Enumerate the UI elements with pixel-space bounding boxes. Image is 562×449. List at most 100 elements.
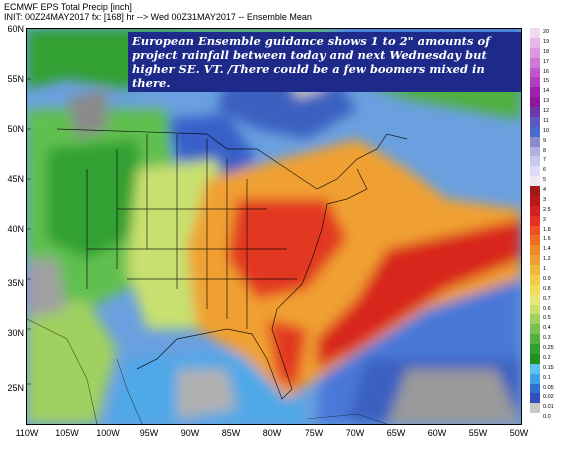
colorbar-label: 0.4 [543, 325, 551, 332]
lat-label: 40N [7, 224, 24, 234]
colorbar-label: 0.25 [543, 345, 554, 351]
lat-label: 55N [7, 74, 24, 84]
lon-label: 50W [509, 428, 529, 438]
precip-map [26, 28, 522, 425]
colorbar-swatch [530, 195, 540, 207]
colorbar-label: 0.6 [543, 305, 551, 312]
colorbar-label: 14 [543, 88, 550, 95]
colorbar-label: 17 [543, 58, 550, 65]
colorbar-swatch [530, 215, 540, 226]
lat-label: 30N [7, 328, 24, 338]
lon-label: 95W [139, 428, 159, 438]
map-title: ECMWF EPS Total Precip [inch] [4, 2, 132, 12]
colorbar-swatch [530, 265, 540, 276]
colorbar-swatch [530, 363, 540, 375]
colorbar-label: 0.7 [543, 295, 551, 302]
colorbar-label: 1.2 [543, 256, 551, 263]
colorbar-label: 0.15 [543, 364, 554, 371]
colorbar-label: 7 [543, 157, 547, 164]
colorbar-swatch [530, 245, 540, 256]
colorbar-swatch [530, 383, 540, 394]
lon-label: 65W [386, 428, 406, 438]
lat-label: 60N [7, 24, 24, 34]
colorbar-swatch [530, 146, 540, 157]
colorbar-swatch [530, 87, 540, 98]
colorbar-swatch [530, 393, 540, 404]
colorbar-swatch [530, 403, 540, 414]
colorbar-label: 2.5 [543, 206, 551, 213]
lon-label: 60W [427, 428, 447, 438]
colorbar-swatch [530, 334, 540, 345]
colorbar-swatch [530, 353, 540, 365]
colorbar-label: 19 [543, 38, 550, 45]
colorbar-label: 20 [543, 29, 550, 35]
colorbar-label: 3 [543, 196, 547, 203]
lon-label: 90W [180, 428, 200, 438]
colorbar-swatch [530, 126, 540, 138]
colorbar-label: 6 [543, 167, 547, 174]
lat-label: 50N [7, 124, 24, 134]
colorbar-label: 18 [543, 48, 550, 55]
colorbar-swatch [530, 97, 540, 108]
colorbar-swatch [530, 166, 540, 177]
colorbar-swatch [530, 225, 540, 236]
colorbar-swatch [530, 274, 540, 286]
colorbar-label: 9 [543, 137, 547, 144]
colorbar-label: 0.8 [543, 285, 551, 292]
colorbar-label: 12 [543, 108, 550, 114]
colorbar-label: 11 [543, 117, 549, 124]
colorbar-swatch [530, 47, 540, 59]
colorbar-swatch [530, 107, 540, 118]
colorbar-label: 0.02 [543, 394, 554, 401]
lon-label: 70W [345, 428, 365, 438]
lon-label: 55W [468, 428, 488, 438]
colorbar-swatch [530, 205, 540, 217]
colorbar-swatch [530, 413, 540, 424]
colorbar-swatch [530, 314, 540, 325]
colorbar-swatch [530, 37, 540, 49]
colorbar-label: 16 [543, 68, 550, 75]
colorbar-swatch [530, 344, 540, 355]
lon-label: 110W [15, 428, 39, 438]
colorbar-label: 0.2 [543, 354, 551, 361]
colorbar-swatch [530, 324, 540, 335]
colorbar-label: 0.3 [543, 335, 551, 342]
precip-colorbar: 20 19 18 17 16 15 14 13 12 11 10 9 8 7 6 5 4 3 2.5 2 1.8 1.6 1… [530, 28, 558, 424]
lat-label: 35N [7, 278, 24, 288]
colorbar-swatch [530, 28, 540, 39]
colorbar-swatch [530, 77, 540, 88]
colorbar-swatch [530, 67, 540, 78]
colorbar-label: 2 [543, 216, 547, 223]
colorbar-label: 15 [543, 78, 550, 85]
colorbar-label: 0.01 [543, 404, 554, 411]
lon-label: 105W [55, 428, 79, 438]
colorbar-label: 8 [543, 147, 547, 154]
lon-label: 100W [96, 428, 120, 438]
colorbar-swatch [530, 294, 540, 305]
colorbar-label: 10 [543, 127, 550, 134]
colorbar-swatch [530, 156, 540, 167]
colorbar-label: 13 [543, 98, 550, 105]
colorbar-label: 0.0 [543, 414, 551, 421]
colorbar-label: 1.4 [543, 246, 551, 253]
lat-label: 25N [7, 383, 24, 393]
colorbar-swatch [530, 116, 540, 128]
colorbar-label: 0.9 [543, 275, 551, 282]
colorbar-label: 5 [543, 177, 547, 184]
colorbar-swatch [530, 304, 540, 315]
lon-label: 80W [262, 428, 282, 438]
colorbar-label: 4 [543, 187, 547, 193]
colorbar-label: 1.6 [543, 236, 551, 243]
colorbar-label: 0.1 [543, 374, 551, 381]
colorbar-label: 0.5 [543, 315, 551, 322]
colorbar-swatch [530, 255, 540, 266]
colorbar-swatch [530, 373, 540, 384]
model-init-line: INIT: 00Z24MAY2017 fx: [168] hr --> Wed … [4, 12, 312, 22]
colorbar-swatch [530, 284, 540, 296]
lat-label: 45N [7, 174, 24, 184]
precip-field [27, 29, 521, 424]
colorbar-label: 0.05 [543, 384, 554, 391]
colorbar-swatch [530, 57, 540, 68]
forecast-annotation: European Ensemble guidance shows 1 to 2"… [128, 32, 521, 92]
lon-label: 85W [221, 428, 241, 438]
